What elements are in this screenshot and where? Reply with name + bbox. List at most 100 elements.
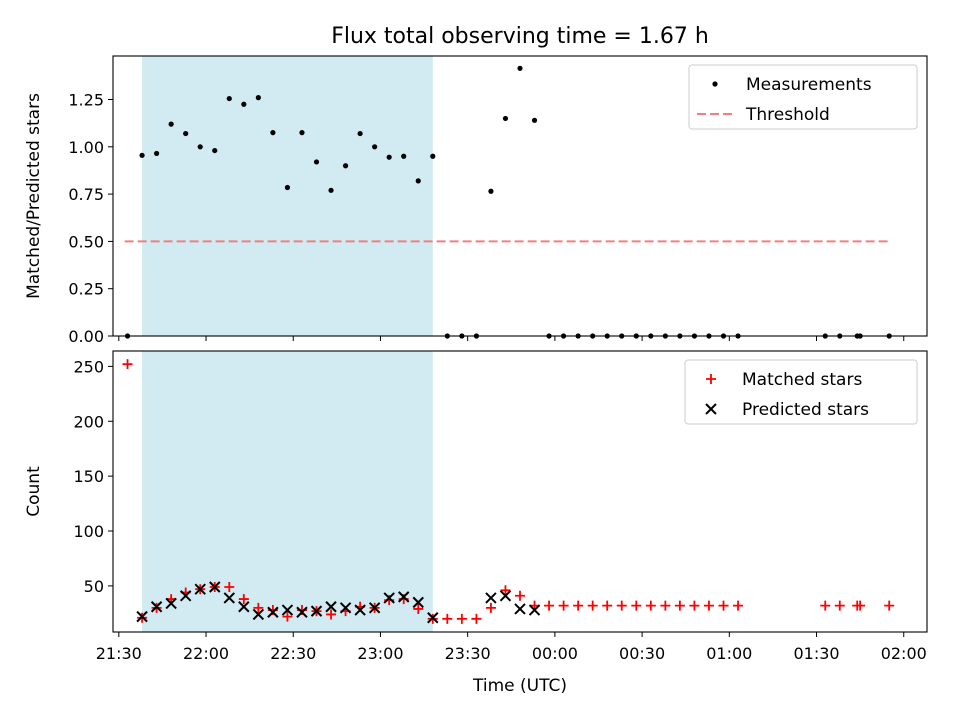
predicted-star-point-11 <box>296 606 308 618</box>
matched-star-point-32 <box>587 600 598 611</box>
predicted-star-point-19 <box>412 596 424 609</box>
matched-star-point-47-shape <box>884 600 895 611</box>
measurement-point-27 <box>517 65 523 71</box>
y-tick-label-0-3: 0.75 <box>68 185 104 204</box>
matched-star-point-40 <box>703 600 714 611</box>
predicted-star-point-21 <box>485 592 497 604</box>
y-tick-label-1-1: 100 <box>73 522 104 541</box>
observing-window-region <box>142 351 433 632</box>
measurement-point-13 <box>313 159 320 165</box>
matched-star-point-23-shape <box>456 613 467 624</box>
predicted-star-point-10 <box>281 604 294 616</box>
y-tick-label-1-4: 250 <box>73 357 104 376</box>
legend-label-1-1: Predicted stars <box>742 400 869 420</box>
x-tick-label-8: 01:30 <box>793 644 839 663</box>
x-tick-label-1: 22:00 <box>183 644 229 663</box>
measurement-point-1 <box>139 152 145 158</box>
matched-star-point-11-shape <box>282 611 293 622</box>
matched-star-point-36 <box>645 600 656 611</box>
measurement-point-18 <box>386 154 392 160</box>
matched-star-point-42-shape <box>733 600 744 611</box>
predicted-star-point-17 <box>383 592 395 604</box>
matched-star-point-0-shape <box>122 359 133 370</box>
matched-star-point-20 <box>413 603 424 614</box>
legend-label-1-0: Matched stars <box>742 370 862 390</box>
predicted-star-point-16-shape <box>368 602 381 614</box>
predicted-star-point-7-shape <box>238 601 250 613</box>
x-axis-label: Time (UTC) <box>472 676 567 696</box>
matched-star-point-26-shape <box>500 585 511 596</box>
matched-star-point-27-shape <box>515 590 525 601</box>
measurement-point-6 <box>212 147 218 154</box>
y-tick-label-0-1: 0.25 <box>68 280 104 299</box>
predicted-star-point-16 <box>368 602 381 614</box>
matched-star-point-40-shape <box>703 600 714 611</box>
ratio-panel: 0.00 0.25 0.50 0.75 1.00 1.25 Matched/Predicte… <box>24 55 928 346</box>
matched-star-point-33-shape <box>602 600 613 611</box>
x-tick-label-2: 22:30 <box>270 644 316 663</box>
measurement-point-11 <box>284 184 291 191</box>
legend-box-1 <box>684 359 918 425</box>
matched-star-point-31-shape <box>573 600 584 611</box>
predicted-star-point-7 <box>238 601 250 613</box>
y-tick-label-1-0: 50 <box>84 577 104 596</box>
matched-star-point-41-shape <box>718 600 729 611</box>
measurement-point-19 <box>401 153 407 159</box>
legend-label-0-0: Measurements <box>746 75 872 95</box>
y-tick-label-0-0: 0.00 <box>68 327 104 346</box>
matched-star-point-0 <box>122 359 133 370</box>
x-tick-label-6: 00:30 <box>619 644 665 663</box>
measurement-point-21 <box>430 153 436 159</box>
matched-star-point-11 <box>282 611 293 622</box>
matched-star-point-38 <box>674 600 685 611</box>
matched-star-point-36-shape <box>645 600 656 611</box>
x-tick-label-3: 23:00 <box>357 644 403 663</box>
predicted-star-point-0-shape <box>136 610 148 623</box>
predicted-star-point-1 <box>150 601 163 613</box>
legend-box-0 <box>688 64 918 130</box>
legend-swatch-1-1 <box>705 403 717 415</box>
measurement-point-16 <box>357 130 363 137</box>
legend-label-0-1: Threshold <box>745 105 830 125</box>
predicted-star-point-22 <box>499 590 512 602</box>
matched-star-point-30-shape <box>558 600 569 611</box>
plot-frame-0 <box>112 55 928 337</box>
legend-swatch-1-1-shape <box>705 403 717 415</box>
matched-star-point-27 <box>515 590 525 601</box>
matched-star-point-29-shape <box>544 600 555 611</box>
y-axis-label-1: Count <box>24 466 44 517</box>
predicted-star-point-23 <box>514 603 526 615</box>
matched-star-point-34-shape <box>616 600 627 611</box>
predicted-star-point-6-shape <box>223 592 235 604</box>
predicted-star-point-21-shape <box>485 592 497 604</box>
plot-frame-1 <box>112 350 928 633</box>
matched-star-point-43-shape <box>820 600 831 611</box>
legend-swatch-1-0-shape <box>706 374 716 384</box>
measurement-point-20 <box>415 178 421 184</box>
measurement-point-26 <box>502 115 509 122</box>
predicted-star-point-1-shape <box>150 601 163 613</box>
predicted-star-point-8-shape <box>252 608 265 621</box>
predicted-star-point-24-shape <box>528 604 541 616</box>
predicted-star-point-15-shape <box>354 604 366 616</box>
predicted-star-point-3-shape <box>179 590 192 602</box>
predicted-star-point-9 <box>267 606 279 618</box>
matched-star-point-46-shape <box>855 600 866 611</box>
matched-star-point-25-shape <box>485 602 496 613</box>
predicted-star-point-20 <box>427 612 439 624</box>
x-tick-label-0: 21:30 <box>96 644 142 663</box>
measurement-point-17 <box>372 144 378 150</box>
matched-star-point-33 <box>602 600 613 611</box>
predicted-star-point-9-shape <box>267 606 279 618</box>
measurement-point-4 <box>183 130 189 137</box>
measurement-point-8 <box>241 101 247 107</box>
matched-star-point-8 <box>238 594 249 605</box>
matched-star-point-30 <box>558 600 569 611</box>
count-panel: 50 100 150 200 250 21:30 22:00 22:30 23:00 23:30 0… <box>24 350 928 663</box>
predicted-star-point-22-shape <box>499 590 512 602</box>
measurement-point-14 <box>328 187 334 193</box>
y-tick-label-0-2: 0.50 <box>68 232 104 251</box>
x-tick-label-9: 02:00 <box>881 644 927 663</box>
predicted-star-point-4 <box>194 583 206 595</box>
